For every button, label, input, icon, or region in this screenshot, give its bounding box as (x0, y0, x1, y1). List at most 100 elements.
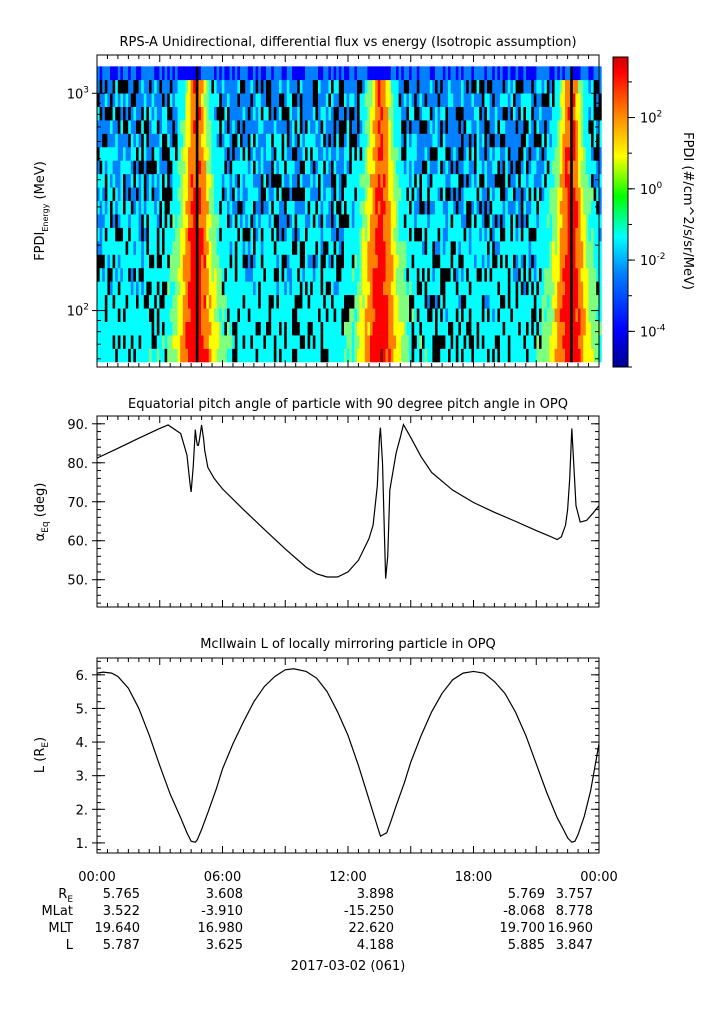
spectrogram-cell (593, 227, 597, 242)
spectrogram-cell (580, 335, 584, 349)
spectrogram-cell (146, 267, 150, 282)
spectrogram-cell (237, 348, 241, 363)
spectrogram-cell (466, 348, 470, 363)
spectrogram-cell (450, 66, 454, 81)
spectrogram-cell (476, 214, 480, 228)
spectrogram-cell (583, 214, 587, 228)
spectrogram-cell (463, 321, 467, 336)
spectrogram-cell (463, 308, 467, 322)
spectrogram-cell (385, 120, 389, 134)
spectrogram-cell (507, 214, 511, 228)
spectrogram-cell (224, 160, 228, 175)
spectrogram-cell (136, 267, 139, 282)
spectrogram-cell (593, 200, 597, 215)
spectrogram-cell (578, 187, 581, 202)
mcilwain-l-line (97, 668, 599, 843)
spectrogram-cell (307, 120, 311, 134)
spectrogram-cell (494, 187, 498, 202)
ephemeris-value: 19.640 (95, 921, 141, 936)
spectrogram-cell (419, 200, 423, 215)
spectrogram-cell (328, 241, 332, 255)
y-tick-label: 60. (67, 535, 88, 550)
spectrogram-cell (409, 348, 412, 363)
spectrogram-cell (320, 79, 324, 94)
spectrogram-cell (237, 120, 241, 134)
spectrogram-cell (263, 146, 267, 161)
spectrogram-cell (354, 348, 358, 363)
spectrogram-cell (159, 187, 163, 202)
spectrogram-cell (346, 120, 350, 134)
spectrogram-cell (476, 335, 480, 349)
spectrogram-cell (533, 227, 537, 242)
spectrogram-cell (523, 79, 527, 94)
spectrogram-cell (372, 294, 376, 309)
spectrogram-cell (362, 187, 366, 202)
spectrogram-cell (271, 66, 275, 81)
spectrogram-cell (138, 187, 142, 202)
spectrogram-cell (510, 321, 514, 336)
spectrogram-cell (372, 120, 376, 134)
spectrogram-cell (224, 133, 228, 148)
spectrogram-cell (281, 173, 285, 188)
spectrogram-cell (167, 308, 171, 322)
spectrogram-cell (146, 227, 150, 242)
spectrogram-cell (242, 241, 246, 255)
spectrogram-cell (510, 79, 514, 94)
spectrogram-cell (149, 160, 152, 175)
spectrogram-cell (292, 66, 295, 81)
spectrogram-cell (336, 66, 340, 81)
spectrogram-cell (112, 106, 116, 121)
spectrogram-cell (180, 254, 184, 269)
spectrogram-cell (570, 187, 574, 202)
spectrogram-cell (432, 66, 436, 81)
spectrogram-cell (156, 335, 160, 349)
spectrogram-cell (320, 308, 324, 322)
spectrogram-cell (284, 321, 288, 336)
spectrogram-cell (182, 93, 186, 107)
spectrogram-cell (154, 348, 158, 363)
spectrogram-cell (539, 308, 542, 322)
spectrogram-cell (492, 200, 496, 215)
spectrogram-cell (279, 120, 282, 134)
spectrogram-cell (325, 200, 329, 215)
spectrogram-cell (149, 173, 152, 188)
spectrogram-cell (481, 241, 485, 255)
spectrogram-cell (526, 106, 529, 121)
spectrogram-cell (518, 335, 522, 349)
spectrogram-cell (474, 321, 477, 336)
spectrogram-cell (125, 79, 129, 94)
spectrogram-cell (234, 79, 238, 94)
spectrogram-cell (156, 281, 160, 296)
spectrogram-cell (159, 348, 163, 363)
spectrogram-cell (115, 160, 119, 175)
spectrogram-cell (494, 66, 498, 81)
spectrogram-cell (117, 267, 121, 282)
spectrogram-cell (242, 79, 246, 94)
spectrogram-cell (528, 133, 532, 148)
spectrogram-cell (531, 146, 535, 161)
spectrogram-cell (271, 106, 275, 121)
spectrogram-cell (164, 120, 168, 134)
spectrogram-cell (305, 241, 308, 255)
spectrogram-cell (185, 200, 189, 215)
spectrogram-cell (149, 93, 152, 107)
spectrogram-cell (598, 348, 602, 363)
spectrogram-cell (435, 93, 438, 107)
spectrogram-cell (450, 160, 454, 175)
spectrogram-cell (479, 267, 483, 282)
spectrogram-cell (214, 200, 217, 215)
spectrogram-cell (193, 227, 197, 242)
spectrogram-cell (128, 146, 132, 161)
spectrogram-cell (552, 241, 555, 255)
spectrogram-cell (263, 348, 267, 363)
spectrogram-cell (383, 173, 386, 188)
spectrogram-cell (396, 227, 399, 242)
spectrogram-cell (312, 308, 316, 322)
spectrogram-cell (240, 200, 243, 215)
spectrogram-cell (336, 120, 340, 134)
spectrogram-cell (123, 200, 126, 215)
spectrogram-cell (268, 146, 272, 161)
spectrogram-cell (474, 133, 477, 148)
spectrogram-cell (523, 187, 527, 202)
spectrogram-cell (151, 173, 155, 188)
